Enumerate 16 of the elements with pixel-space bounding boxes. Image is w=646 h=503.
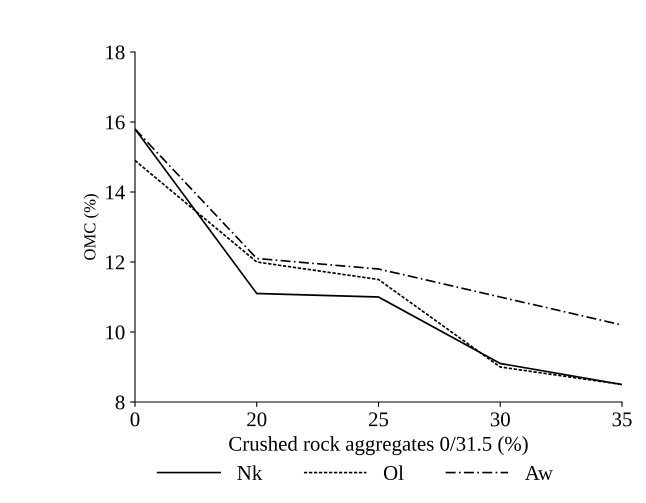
- y-tick-label: 18: [106, 45, 124, 60]
- y-tick-label: 8: [116, 395, 124, 410]
- y-tick-label: 10: [106, 325, 124, 340]
- legend-label: Aw: [524, 466, 553, 480]
- y-tick-label: 12: [106, 255, 124, 270]
- x-tick-label: 35: [612, 412, 632, 426]
- legend-label: Nk: [237, 465, 262, 480]
- legend-label: Ol: [384, 465, 404, 480]
- x-axis-title: Crushed rock aggregates 0/31.5 (%): [229, 436, 528, 456]
- x-tick-label: 30: [490, 412, 510, 426]
- x-tick-label: 20: [247, 412, 266, 426]
- y-tick-label: 14: [106, 185, 125, 200]
- x-tick-label: 25: [369, 412, 388, 426]
- y-axis-title: OMC (%): [84, 194, 99, 260]
- y-tick-label: 16: [106, 115, 125, 130]
- x-tick-label: 0: [130, 412, 140, 426]
